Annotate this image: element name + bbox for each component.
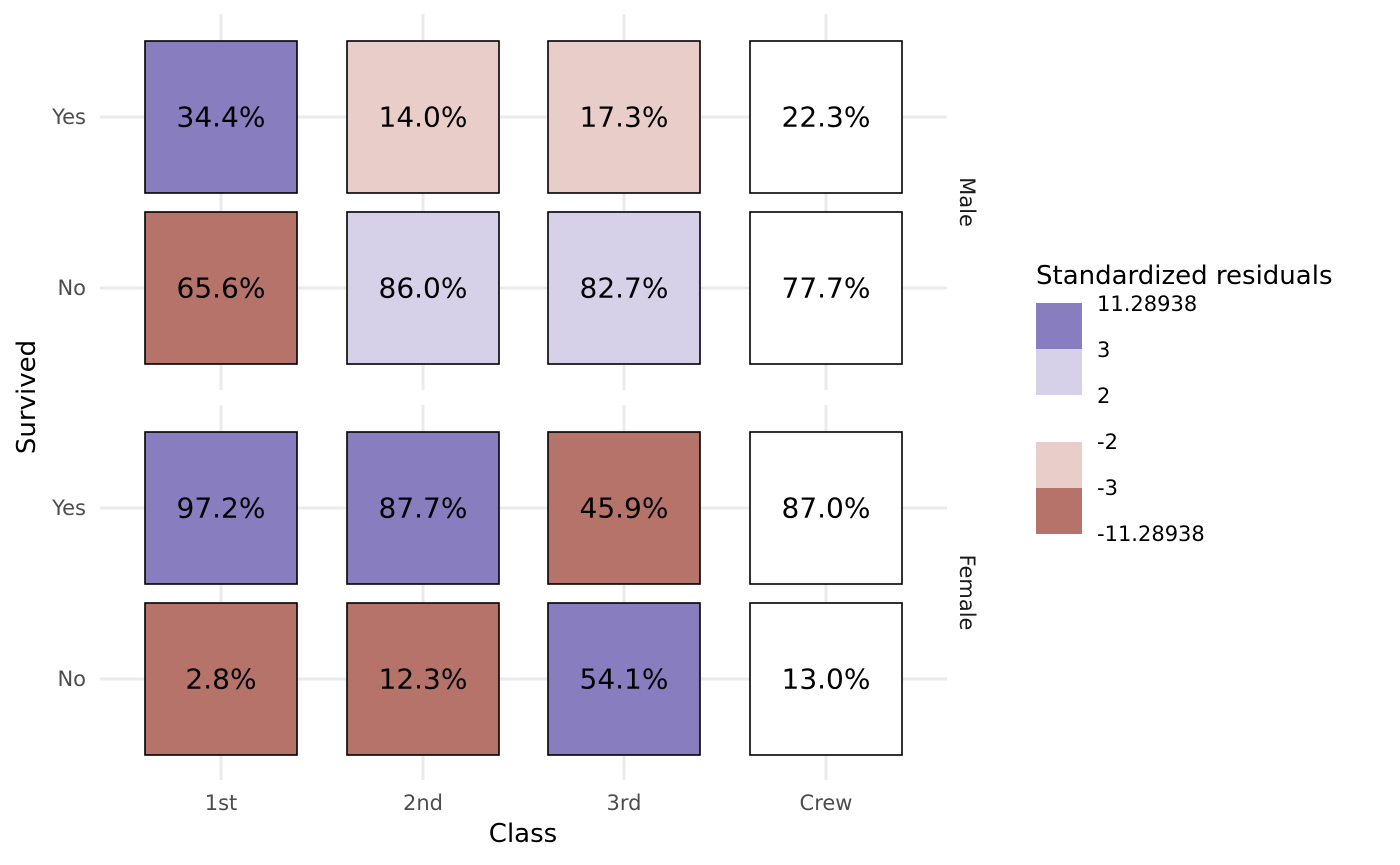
- legend-label-0: 11.28938: [1097, 292, 1197, 316]
- y-tick-label-no: No: [57, 276, 86, 300]
- legend-key-3: [1036, 303, 1082, 349]
- cell-male-3rd-no: [547, 211, 701, 365]
- axes: Yes No Male Yes No Female 1st 2nd 3rd Crew Class Su…: [12, 105, 979, 849]
- cell-female-3rd-no-label: 54.1%: [580, 663, 669, 696]
- y-axis-title: Survived: [12, 340, 42, 454]
- cell-female-1st-no: [144, 602, 298, 756]
- cell-male-2nd-yes: [346, 40, 500, 194]
- y-tick-label-yes: Yes: [51, 496, 86, 520]
- legend-label-1: 3: [1097, 338, 1110, 362]
- cell-female-3rd-yes-label: 45.9%: [580, 492, 669, 525]
- cell-female-2nd-yes-label: 87.7%: [379, 492, 468, 525]
- cell-female-1st-no-label: 2.8%: [185, 663, 256, 696]
- cell-female-1st-yes: [144, 431, 298, 585]
- cell-male-crew-yes-label: 22.3%: [782, 101, 871, 134]
- cell-male-1st-yes: [144, 40, 298, 194]
- cells: 34.4% 14.0% 17.3% 22.3% 65.6% 86.0% 82.7% 77.7%…: [144, 40, 903, 756]
- y-tick-label-yes: Yes: [51, 105, 86, 129]
- facet-strip-male: Male: [955, 177, 979, 227]
- legend-label-2: 2: [1097, 384, 1110, 408]
- legend-label-3: -2: [1097, 430, 1118, 454]
- x-tick-label-1st: 1st: [205, 791, 238, 815]
- cell-male-1st-no: [144, 211, 298, 365]
- cell-female-2nd-yes: [346, 431, 500, 585]
- cell-male-3rd-no-label: 82.7%: [580, 272, 669, 305]
- cell-male-2nd-yes-label: 14.0%: [379, 101, 468, 134]
- y-tick-label-no: No: [57, 667, 86, 691]
- cell-male-3rd-yes-label: 17.3%: [580, 101, 669, 134]
- cell-male-2nd-no: [346, 211, 500, 365]
- x-tick-label-2nd: 2nd: [403, 791, 443, 815]
- cell-female-3rd-yes: [547, 431, 701, 585]
- cell-female-crew-yes-label: 87.0%: [782, 492, 871, 525]
- legend-label-5: -11.28938: [1097, 522, 1205, 546]
- legend-label-4: -3: [1097, 476, 1118, 500]
- cell-female-crew-no: [749, 602, 903, 756]
- cell-female-1st-yes-label: 97.2%: [177, 492, 266, 525]
- cell-male-1st-yes-label: 34.4%: [177, 101, 266, 134]
- facet-strip-female: Female: [955, 555, 979, 631]
- cell-female-2nd-no-label: 12.3%: [379, 663, 468, 696]
- cell-male-2nd-no-label: 86.0%: [379, 272, 468, 305]
- cell-female-crew-yes: [749, 431, 903, 585]
- cell-male-crew-no: [749, 211, 903, 365]
- cell-male-3rd-yes: [547, 40, 701, 194]
- cell-male-1st-no-label: 65.6%: [177, 272, 266, 305]
- legend-key-3-to-2: [1036, 442, 1082, 488]
- cell-female-3rd-no: [547, 602, 701, 756]
- cell-female-crew-no-label: 13.0%: [782, 663, 871, 696]
- cell-male-crew-yes: [749, 40, 903, 194]
- legend-key-2-to-3: [1036, 349, 1082, 395]
- x-tick-label-3rd: 3rd: [607, 791, 642, 815]
- cell-female-2nd-no: [346, 602, 500, 756]
- legend-key-3: [1036, 488, 1082, 534]
- x-tick-label-crew: Crew: [800, 791, 853, 815]
- x-axis-title: Class: [489, 819, 557, 849]
- cell-male-crew-no-label: 77.7%: [782, 272, 871, 305]
- legend-title: Standardized residuals: [1036, 261, 1333, 291]
